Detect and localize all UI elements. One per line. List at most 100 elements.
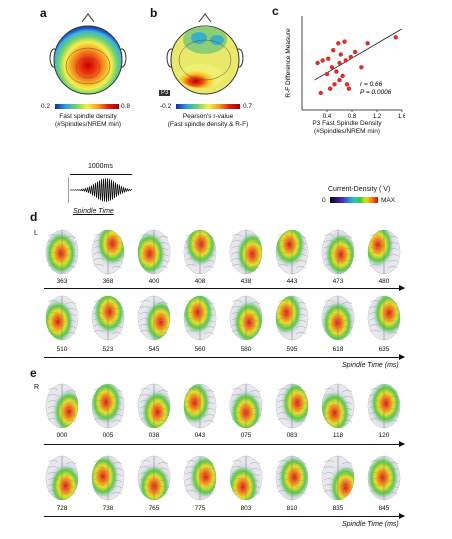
panel-e-frame-time-label: 765 [148, 505, 160, 512]
scatter-point [343, 58, 348, 63]
panel-e-frame-time-label: 775 [194, 505, 206, 512]
panel-d-frame-time-label: 560 [194, 346, 206, 353]
panel-b-electrode-label: P3 [159, 90, 171, 96]
panel-b-colorbar-min: -0.2 [160, 103, 172, 110]
current-density-colorbar [330, 197, 378, 203]
panel-e-brain-frame [320, 382, 356, 435]
scatter-point [365, 41, 370, 46]
panel-e-frame-time-label: 043 [194, 432, 206, 439]
scatter-point [334, 69, 339, 74]
panel-e-hemisphere: R [34, 384, 40, 391]
panel-d-frame-time-label: 523 [102, 346, 114, 353]
panel-e-brain-frame [228, 454, 264, 507]
panel-d-row2-labels: 510 523 545 560 580 595 618 635 [44, 346, 414, 356]
panel-c-letter: c [272, 4, 279, 18]
panel-b-caption-line2: (Fast spindle density & R-F) [167, 121, 249, 128]
panel-d-row2-arrow [44, 354, 405, 360]
panel-d-row1-arrow [44, 285, 405, 291]
panel-d-brain-frame [228, 294, 264, 347]
panel-d-brain-frame [366, 294, 402, 347]
panel-e-frame-time-label: 845 [378, 505, 390, 512]
scatter-point [336, 41, 341, 46]
panel-a-colorbar-min: 0.2 [41, 103, 51, 110]
scatter-point [352, 49, 358, 55]
panel-c-scatter-chart: 0.4 0.8 1.2 1.6 R-F Difference Measure r = 0.… [285, 16, 405, 120]
panel-e-brain-frame [44, 454, 80, 507]
panel-a-letter: a [40, 6, 47, 20]
panel-d-brain-frame [182, 294, 218, 347]
panel-d-brain-frame [90, 294, 126, 347]
panel-d-brain-frame [320, 228, 356, 281]
scatter-point [337, 77, 342, 83]
panel-e-brain-frame [366, 382, 402, 435]
panel-d-letter: d [30, 210, 38, 224]
scatter-point [324, 71, 330, 77]
spindle-duration-bar [70, 174, 132, 175]
panel-e-brain-frame [274, 454, 310, 507]
panel-b-head-map [166, 13, 244, 95]
panel-e-letter: e [30, 366, 37, 380]
scatter-x-tick-label: 1.2 [373, 114, 382, 120]
current-density-min: 0 [322, 197, 326, 204]
panel-d-frame-time-label: 363 [56, 278, 68, 285]
panel-e-brain-frame [274, 382, 310, 435]
panel-e-row2-labels: 728 738 765 775 803 810 835 845 [44, 505, 414, 515]
panel-d-brain-frame [44, 228, 80, 281]
panel-d-frame-time-label: 510 [56, 346, 68, 353]
panel-a-caption-line1: Fast spindle density [59, 113, 117, 120]
panel-e-brain-frame [366, 454, 402, 507]
panel-e-frame-time-label: 728 [56, 505, 68, 512]
panel-b-letter: b [150, 6, 158, 20]
scatter-stats-p: P = 0.0006 [360, 89, 392, 96]
scatter-point [315, 60, 320, 66]
current-density-title: Current-Density ( V) [328, 186, 391, 193]
panel-e-frame-time-label: 000 [56, 432, 68, 439]
panel-d-row2 [44, 294, 414, 342]
scatter-point [329, 65, 335, 70]
spindle-time-label: Spindle Time [73, 208, 114, 215]
scatter-x-tick-label: 1.6 [398, 114, 405, 120]
panel-d-brain-frame [182, 228, 218, 281]
panel-e-brain-frame [90, 382, 126, 435]
panel-e-frame-time-label: 038 [148, 432, 160, 439]
panel-d-frame-time-label: 368 [102, 278, 114, 285]
panel-e-brain-frame [182, 382, 218, 435]
panel-e-row1 [44, 382, 414, 430]
scatter-x-tick-label: 0.8 [348, 114, 357, 120]
panel-d-row1 [44, 228, 414, 276]
panel-d-frame-time-label: 618 [332, 346, 344, 353]
scatter-point [318, 90, 323, 96]
scatter-ylabel: R-F Difference Measure [285, 28, 292, 98]
panel-e-brain-frame [90, 454, 126, 507]
panel-d-brain-frame [228, 228, 264, 281]
scatter-point [326, 56, 331, 61]
scatter-point [348, 54, 353, 60]
scatter-point [338, 52, 343, 57]
panel-e-frame-time-label: 075 [240, 432, 252, 439]
scatter-x-tick-label: 0.4 [323, 114, 332, 120]
panel-d-brain-frame [136, 228, 172, 281]
panel-d-frame-time-label: 595 [286, 346, 298, 353]
panel-d-frame-time-label: 480 [378, 278, 390, 285]
panel-d-brain-frame [44, 294, 80, 347]
panel-a-caption-line2: (#Spindles/NREM min) [54, 121, 122, 128]
panel-e-brain-frame [228, 382, 264, 435]
panel-d-brain-frame [90, 228, 126, 281]
panel-b-colorbar [176, 104, 240, 109]
scatter-point [346, 86, 352, 91]
panel-d-frame-time-label: 580 [240, 346, 252, 353]
panel-e-frame-time-label: 810 [286, 505, 298, 512]
spindle-waveform [68, 177, 133, 203]
current-density-max: MAX [381, 197, 396, 204]
scatter-point [393, 35, 398, 40]
panel-e-frame-time-label: 118 [332, 432, 344, 439]
scatter-stats-r: r = 0.66 [360, 81, 383, 88]
scatter-point [332, 82, 337, 87]
panel-e-row2-arrow [44, 513, 405, 519]
panel-b-colorbar-max: 0.7 [243, 103, 253, 110]
panel-a-head-map [49, 13, 127, 95]
panel-d-frame-time-label: 545 [148, 346, 160, 353]
scatter-point [327, 86, 333, 91]
panel-c-xlabel: P3 Fast Spindle Density (#Spindles/NREM … [312, 120, 382, 135]
panel-e-brain-frame [136, 454, 172, 507]
